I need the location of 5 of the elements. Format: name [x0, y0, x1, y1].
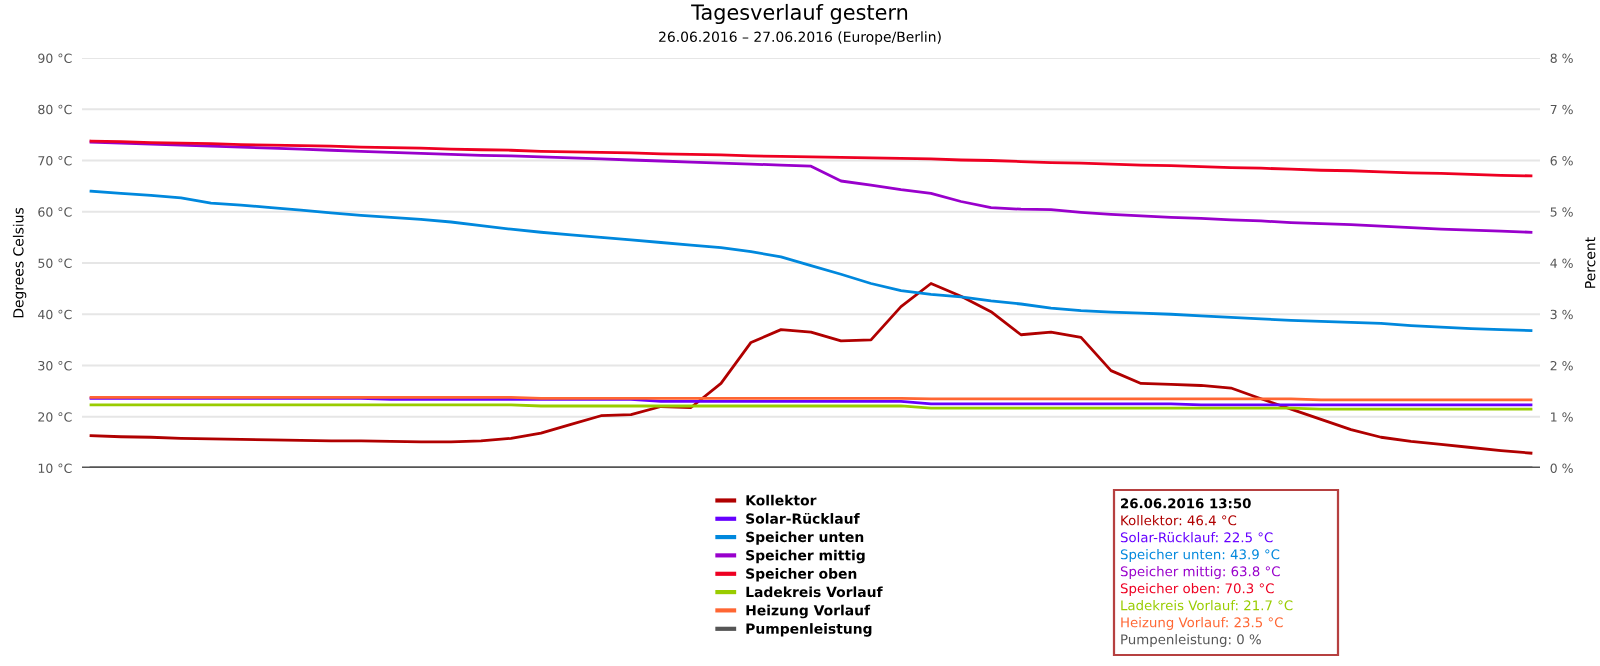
line-series — [89, 139, 1533, 178]
line-series — [89, 282, 1533, 455]
line-series — [89, 140, 1533, 234]
line-series — [89, 189, 1533, 333]
chart-title: Tagesverlauf gestern — [691, 3, 908, 25]
